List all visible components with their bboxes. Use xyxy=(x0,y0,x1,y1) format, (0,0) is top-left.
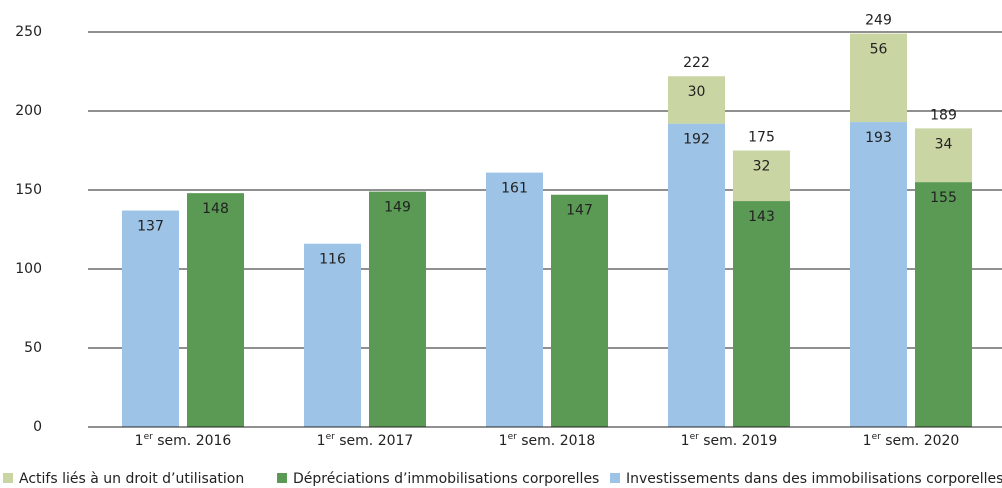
bar xyxy=(122,210,179,427)
x-tick-label: 1er sem. 2018 xyxy=(499,432,596,450)
x-tick-label: 1er sem. 2020 xyxy=(863,432,960,450)
value-label: 137 xyxy=(137,219,164,235)
x-tick-label: 1er sem. 2016 xyxy=(135,432,232,450)
legend-label: Investissements dans des immobilisations… xyxy=(626,471,1002,487)
value-label: 56 xyxy=(870,42,888,58)
bar-segment xyxy=(850,33,907,123)
bar xyxy=(486,172,543,427)
bar-segment xyxy=(733,150,790,202)
value-label: 148 xyxy=(202,201,229,217)
x-tick-label: 1er sem. 2017 xyxy=(317,432,414,450)
bar xyxy=(187,193,244,427)
bar xyxy=(915,182,972,427)
value-label: 147 xyxy=(566,203,593,219)
value-label: 192 xyxy=(683,132,710,148)
legend-label: Actifs liés à un droit d’utilisation xyxy=(19,471,244,487)
bar xyxy=(733,201,790,427)
bar xyxy=(369,191,426,427)
bar xyxy=(850,122,907,427)
legend-label: Dépréciations d’immobilisations corporel… xyxy=(293,471,599,487)
total-label: 175 xyxy=(748,130,775,146)
value-label: 30 xyxy=(688,84,706,100)
total-label: 249 xyxy=(865,13,892,29)
y-tick-label: 200 xyxy=(15,103,42,119)
y-tick-label: 150 xyxy=(15,182,42,198)
legend-swatch xyxy=(277,473,287,483)
value-label: 161 xyxy=(501,181,528,197)
value-label: 149 xyxy=(384,200,411,216)
legend-swatch xyxy=(3,473,13,483)
value-label: 143 xyxy=(748,209,775,225)
y-tick-label: 250 xyxy=(15,24,42,40)
legend-swatch xyxy=(610,473,620,483)
x-tick-label: 1er sem. 2019 xyxy=(681,432,778,450)
value-label: 34 xyxy=(935,136,953,152)
value-label: 32 xyxy=(753,159,771,175)
bar-segment xyxy=(668,76,725,124)
bar xyxy=(304,243,361,427)
value-label: 116 xyxy=(319,252,346,268)
y-tick-label: 0 xyxy=(33,419,42,435)
bar-segment xyxy=(915,128,972,183)
bar xyxy=(668,123,725,427)
total-label: 189 xyxy=(930,107,957,123)
y-tick-label: 100 xyxy=(15,261,42,277)
value-label: 155 xyxy=(930,190,957,206)
total-label: 222 xyxy=(683,55,710,71)
value-label: 193 xyxy=(865,130,892,146)
y-tick-label: 50 xyxy=(24,340,42,356)
bar xyxy=(551,194,608,427)
